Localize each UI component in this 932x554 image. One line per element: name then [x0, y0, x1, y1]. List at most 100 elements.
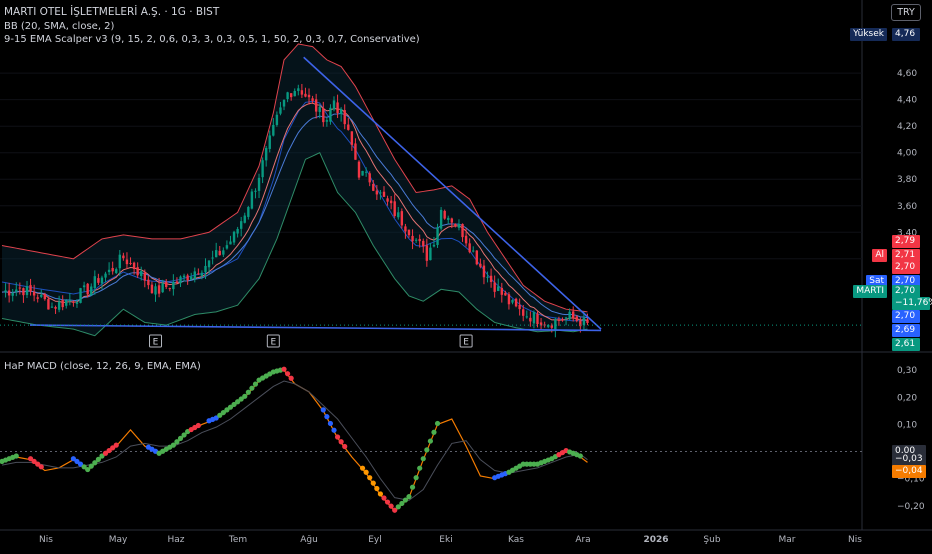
- candle-body[interactable]: [22, 288, 25, 296]
- candle-body[interactable]: [218, 250, 221, 256]
- candle-body[interactable]: [154, 286, 157, 295]
- candle-body[interactable]: [539, 322, 543, 326]
- candle-body[interactable]: [200, 272, 204, 276]
- candle-body[interactable]: [497, 286, 500, 292]
- candle-body[interactable]: [186, 275, 189, 281]
- earnings-marker[interactable]: [149, 334, 163, 348]
- candle-body[interactable]: [25, 286, 29, 295]
- candle-body[interactable]: [482, 265, 486, 278]
- candle-body[interactable]: [375, 190, 379, 195]
- candle-body[interactable]: [547, 325, 550, 327]
- candle-body[interactable]: [354, 143, 357, 160]
- candle-body[interactable]: [143, 272, 146, 281]
- currency-button[interactable]: TRY: [891, 4, 921, 21]
- candle-body[interactable]: [507, 294, 511, 305]
- candle-body[interactable]: [489, 275, 493, 283]
- candle-body[interactable]: [329, 107, 332, 122]
- candle-body[interactable]: [357, 161, 361, 178]
- candle-body[interactable]: [111, 268, 114, 272]
- candle-body[interactable]: [97, 278, 100, 283]
- candle-body[interactable]: [300, 90, 304, 95]
- candle-body[interactable]: [250, 191, 254, 209]
- candle-body[interactable]: [29, 285, 32, 292]
- candle-body[interactable]: [407, 229, 411, 236]
- candle-body[interactable]: [161, 283, 164, 293]
- candle-body[interactable]: [43, 294, 47, 300]
- candle-body[interactable]: [107, 269, 111, 273]
- candle-body[interactable]: [468, 243, 471, 253]
- candle-body[interactable]: [411, 235, 414, 242]
- candle-body[interactable]: [514, 298, 518, 307]
- candle-body[interactable]: [314, 99, 318, 112]
- candle-body[interactable]: [304, 93, 307, 97]
- candle-body[interactable]: [486, 276, 489, 278]
- candle-body[interactable]: [522, 309, 525, 316]
- macd-indicator-legend[interactable]: HaP MACD (close, 12, 26, 9, EMA, EMA): [4, 361, 201, 372]
- candle-body[interactable]: [564, 317, 568, 319]
- candle-body[interactable]: [75, 302, 79, 304]
- candle-body[interactable]: [136, 267, 139, 276]
- candle-body[interactable]: [197, 273, 200, 275]
- ema-scalper-legend[interactable]: 9-15 EMA Scalper v3 (9, 15, 2, 0,6, 0,3,…: [4, 34, 420, 45]
- candle-body[interactable]: [443, 210, 446, 219]
- candle-body[interactable]: [368, 173, 371, 183]
- candle-body[interactable]: [268, 135, 271, 149]
- candle-body[interactable]: [318, 106, 321, 112]
- candle-body[interactable]: [57, 301, 61, 310]
- candle-body[interactable]: [229, 241, 232, 245]
- candle-body[interactable]: [236, 228, 239, 234]
- candle-body[interactable]: [179, 276, 182, 284]
- candle-body[interactable]: [286, 92, 289, 100]
- candle-body[interactable]: [165, 281, 168, 288]
- candle-body[interactable]: [129, 262, 132, 264]
- candle-body[interactable]: [336, 102, 339, 114]
- candle-body[interactable]: [550, 325, 553, 328]
- candle-body[interactable]: [343, 110, 346, 125]
- candle-body[interactable]: [82, 285, 86, 288]
- candle-body[interactable]: [175, 281, 179, 283]
- candle-body[interactable]: [150, 284, 154, 294]
- candle-body[interactable]: [68, 300, 72, 302]
- candle-body[interactable]: [432, 244, 436, 247]
- candle-body[interactable]: [239, 221, 243, 229]
- candle-body[interactable]: [504, 292, 507, 296]
- candle-body[interactable]: [254, 190, 257, 192]
- candle-body[interactable]: [414, 239, 418, 241]
- candle-body[interactable]: [93, 276, 97, 288]
- candle-body[interactable]: [122, 255, 125, 259]
- candle-body[interactable]: [557, 319, 561, 321]
- descending-trendline[interactable]: [303, 56, 602, 330]
- candle-body[interactable]: [190, 276, 193, 280]
- candle-body[interactable]: [361, 170, 364, 176]
- candle-body[interactable]: [261, 160, 264, 178]
- bb-indicator-legend[interactable]: BB (20, SMA, close, 2): [4, 21, 115, 32]
- candle-body[interactable]: [364, 171, 368, 173]
- candle-body[interactable]: [132, 262, 136, 270]
- candle-body[interactable]: [157, 285, 161, 294]
- candle-body[interactable]: [461, 223, 464, 238]
- candle-body[interactable]: [279, 107, 282, 114]
- candle-body[interactable]: [225, 245, 229, 249]
- candle-body[interactable]: [40, 294, 43, 297]
- candle-body[interactable]: [61, 299, 64, 308]
- candle-body[interactable]: [339, 109, 343, 115]
- candle-body[interactable]: [332, 100, 336, 110]
- candle-body[interactable]: [86, 283, 89, 295]
- candle-body[interactable]: [572, 311, 575, 319]
- candle-body[interactable]: [404, 226, 407, 232]
- candle-body[interactable]: [525, 316, 528, 318]
- candle-body[interactable]: [429, 247, 432, 261]
- candle-body[interactable]: [272, 124, 275, 136]
- candle-body[interactable]: [232, 231, 236, 243]
- candle-body[interactable]: [104, 273, 107, 278]
- candle-body[interactable]: [4, 290, 7, 293]
- candle-body[interactable]: [293, 90, 296, 97]
- candle-body[interactable]: [15, 289, 18, 292]
- candle-body[interactable]: [518, 304, 521, 310]
- candle-body[interactable]: [79, 288, 82, 303]
- candle-body[interactable]: [204, 265, 207, 273]
- candle-body[interactable]: [140, 271, 143, 276]
